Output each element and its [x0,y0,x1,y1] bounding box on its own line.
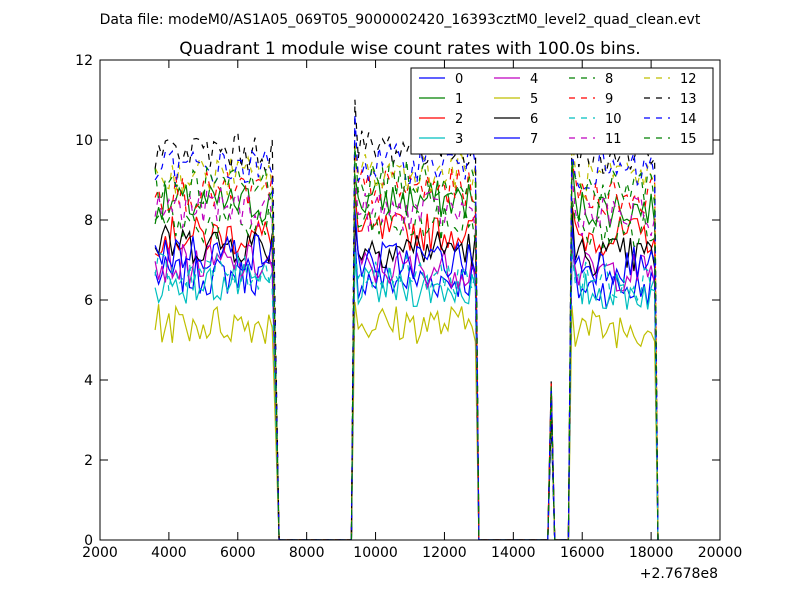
legend-label-2: 2 [455,112,463,127]
legend-label-3: 3 [455,132,463,147]
x-tick-label: 6000 [220,545,256,561]
legend-label-13: 13 [680,92,697,107]
legend-label-6: 6 [530,112,538,127]
x-tick-label: 14000 [491,545,536,561]
series-line-4 [154,225,659,540]
legend-label-11: 11 [605,132,622,147]
series-line-8 [154,186,659,540]
series-line-2 [154,190,659,540]
x-tick-label: 4000 [151,545,187,561]
x-tick-label: 2000 [82,545,118,561]
axes: 2000 4000 6000 8000 10000 12000 14000 16000 1800… [75,53,742,561]
legend-label-1: 1 [455,92,463,107]
y-tick-label: 8 [84,213,93,229]
x-tick-label: 18000 [629,545,674,561]
series-line-10 [154,251,659,540]
legend-label-9: 9 [605,92,613,107]
legend-label-12: 12 [680,72,697,87]
x-tick-label: 20000 [698,545,743,561]
legend-label-4: 4 [530,72,538,87]
legend-label-15: 15 [680,132,697,147]
plot-area [154,99,659,540]
legend-label-7: 7 [530,132,538,147]
data-file-label: Data file: modeM0/AS1A05_069T05_90000024… [100,12,701,28]
y-tick-label: 4 [84,373,93,389]
y-tick-label: 6 [84,293,93,309]
x-tick-label: 8000 [289,545,325,561]
legend-label-5: 5 [530,92,538,107]
x-tick-label: 12000 [422,545,467,561]
series-line-3 [154,242,659,540]
series-line-15 [154,147,659,540]
y-tick-label: 10 [75,133,93,149]
series-line-9 [154,145,659,540]
legend-label-0: 0 [455,72,463,87]
legend-label-10: 10 [605,112,622,127]
legend-box [410,67,714,155]
x-offset-label: +2.7678e8 [640,566,718,582]
y-tick-label: 12 [75,53,93,69]
series-line-0 [154,234,659,540]
x-tick-label: 16000 [560,545,605,561]
series-line-11 [154,172,659,540]
chart-title: Quadrant 1 module wise count rates with … [179,39,640,59]
series-line-14 [154,114,659,540]
x-tick-label: 10000 [353,545,398,561]
series-line-7 [154,208,659,540]
y-tick-label: 2 [84,453,93,469]
legend-label-14: 14 [680,112,697,127]
series-line-5 [154,301,659,540]
legend-label-8: 8 [605,72,613,87]
y-tick-label: 0 [84,533,93,549]
